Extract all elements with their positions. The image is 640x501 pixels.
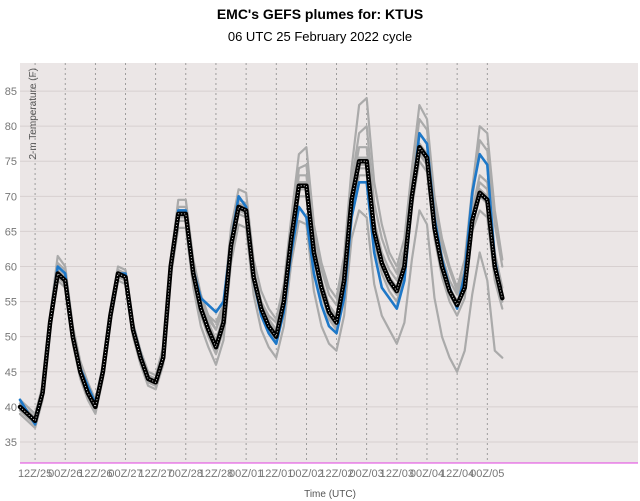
x-tick-label: 12Z/03 xyxy=(380,468,414,480)
x-tick-label: 12Z/27 xyxy=(139,468,173,480)
x-tick-label: 12Z/04 xyxy=(440,468,474,480)
x-tick-label: 00Z/04 xyxy=(410,468,444,480)
y-tick-label: 75 xyxy=(5,156,17,168)
series-layer xyxy=(17,96,505,429)
chart-title: EMC's GEFS plumes for: KTUS xyxy=(216,6,424,22)
x-axis-label: Time (UTC) xyxy=(304,489,356,500)
x-tick-label: 00Z/02 xyxy=(289,468,323,480)
y-tick-label: 55 xyxy=(5,297,17,309)
ensemble-mean-overlay xyxy=(19,146,503,422)
y-tick-label: 35 xyxy=(5,437,17,449)
x-tick-label: 00Z/03 xyxy=(350,468,384,480)
plot-background xyxy=(20,63,638,463)
y-tick-label: 45 xyxy=(5,367,17,379)
x-tick-label: 00Z/01 xyxy=(229,468,263,480)
y-tick-label: 65 xyxy=(5,226,17,238)
x-tick-label: 12Z/25 xyxy=(18,468,52,480)
y-tick-label: 50 xyxy=(5,332,17,344)
x-tick-label: 12Z/01 xyxy=(259,468,293,480)
y-tick-label: 70 xyxy=(5,191,17,203)
y-tick-label: 40 xyxy=(5,402,17,414)
x-tick-label: 00Z/27 xyxy=(108,468,142,480)
axis-layer: 35 40 45 50 55 60 65 70 75 80 85 12Z/2500Z/2612Z/26… xyxy=(5,86,638,480)
y-tick-label: 60 xyxy=(5,262,17,274)
x-tick-label: 12Z/02 xyxy=(319,468,353,480)
x-tick-label: 00Z/28 xyxy=(169,468,203,480)
y-tick-label: 85 xyxy=(5,86,17,98)
x-tick-label: 12Z/26 xyxy=(78,468,112,480)
x-tick-label: 12Z/28 xyxy=(199,468,233,480)
x-tick-label: 00Z/05 xyxy=(470,468,504,480)
y-tick-label: 80 xyxy=(5,121,17,133)
y-axis-label: 2-m Temperature (F) xyxy=(28,68,39,160)
x-tick-label: 00Z/26 xyxy=(48,468,82,480)
chart-subtitle: 06 UTC 25 February 2022 cycle xyxy=(227,29,413,44)
